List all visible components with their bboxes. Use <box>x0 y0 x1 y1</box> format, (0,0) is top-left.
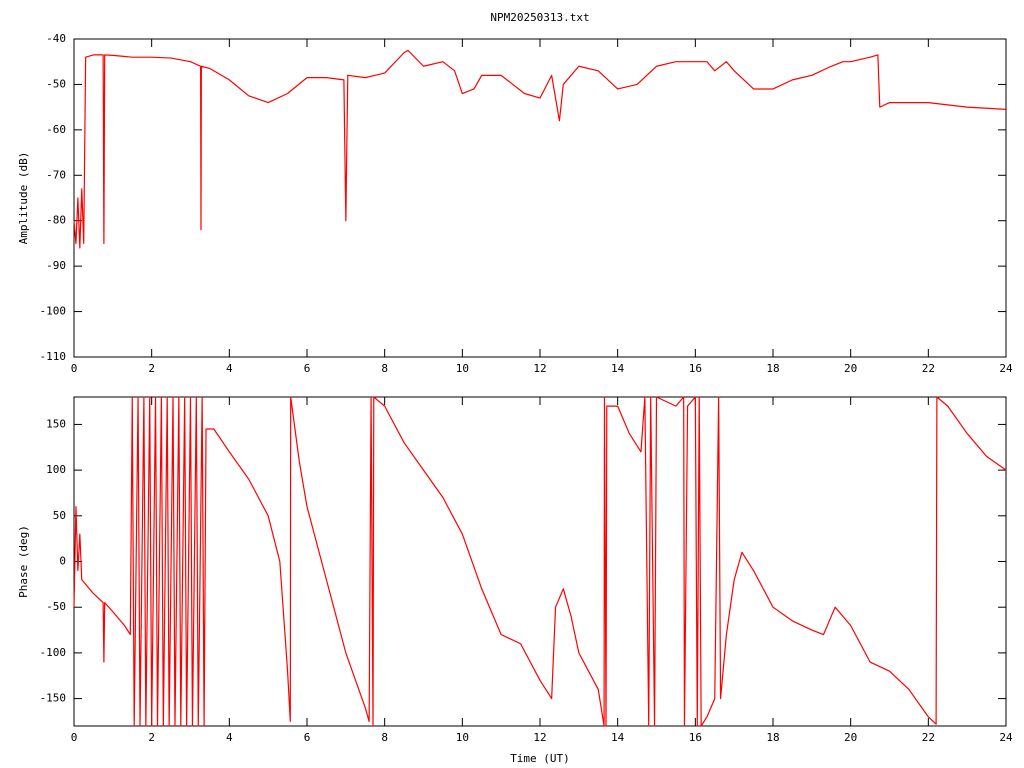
y-tick-label: -100 <box>40 646 67 659</box>
y-tick-label: -50 <box>46 600 66 613</box>
x-tick-label: 6 <box>304 731 311 744</box>
y-tick-label: -40 <box>46 32 66 45</box>
x-tick-label: 10 <box>456 731 469 744</box>
x-tick-label: 12 <box>533 362 546 375</box>
x-tick-label: 8 <box>381 731 388 744</box>
x-tick-label: 16 <box>689 731 702 744</box>
x-tick-label: 0 <box>71 731 78 744</box>
y-tick-label: 50 <box>53 509 66 522</box>
y-tick-label: 0 <box>59 555 66 568</box>
y-axis-label: Phase (deg) <box>17 525 30 598</box>
x-tick-label: 2 <box>148 362 155 375</box>
data-line <box>73 396 1007 727</box>
chart-title: NPM20250313.txt <box>490 11 589 24</box>
y-tick-label: -90 <box>46 259 66 272</box>
x-tick-label: 14 <box>611 362 625 375</box>
x-tick-label: 10 <box>456 362 469 375</box>
x-axis-label: Time (UT) <box>510 752 570 765</box>
y-tick-label: -150 <box>40 692 67 705</box>
x-tick-label: 4 <box>226 362 233 375</box>
x-tick-label: 16 <box>689 362 702 375</box>
y-tick-label: 150 <box>46 417 66 430</box>
y-tick-label: -100 <box>40 305 67 318</box>
x-tick-label: 20 <box>844 731 857 744</box>
x-tick-label: 22 <box>922 731 935 744</box>
x-tick-label: 22 <box>922 362 935 375</box>
x-tick-label: 12 <box>533 731 546 744</box>
x-tick-label: 4 <box>226 731 233 744</box>
y-tick-label: -60 <box>46 123 66 136</box>
x-tick-label: 24 <box>999 362 1013 375</box>
y-axis-label: Amplitude (dB) <box>17 152 30 245</box>
x-tick-label: 0 <box>71 362 78 375</box>
x-tick-label: 2 <box>148 731 155 744</box>
x-tick-label: 8 <box>381 362 388 375</box>
y-tick-label: -70 <box>46 168 66 181</box>
x-tick-label: 6 <box>304 362 311 375</box>
x-tick-label: 14 <box>611 731 625 744</box>
x-tick-label: 18 <box>766 362 779 375</box>
y-tick-label: -50 <box>46 77 66 90</box>
x-tick-label: 20 <box>844 362 857 375</box>
y-tick-label: 100 <box>46 463 66 476</box>
data-line <box>73 49 1007 249</box>
x-tick-label: 24 <box>999 731 1013 744</box>
y-tick-label: -110 <box>40 350 67 363</box>
x-tick-label: 18 <box>766 731 779 744</box>
y-tick-label: -80 <box>46 214 66 227</box>
